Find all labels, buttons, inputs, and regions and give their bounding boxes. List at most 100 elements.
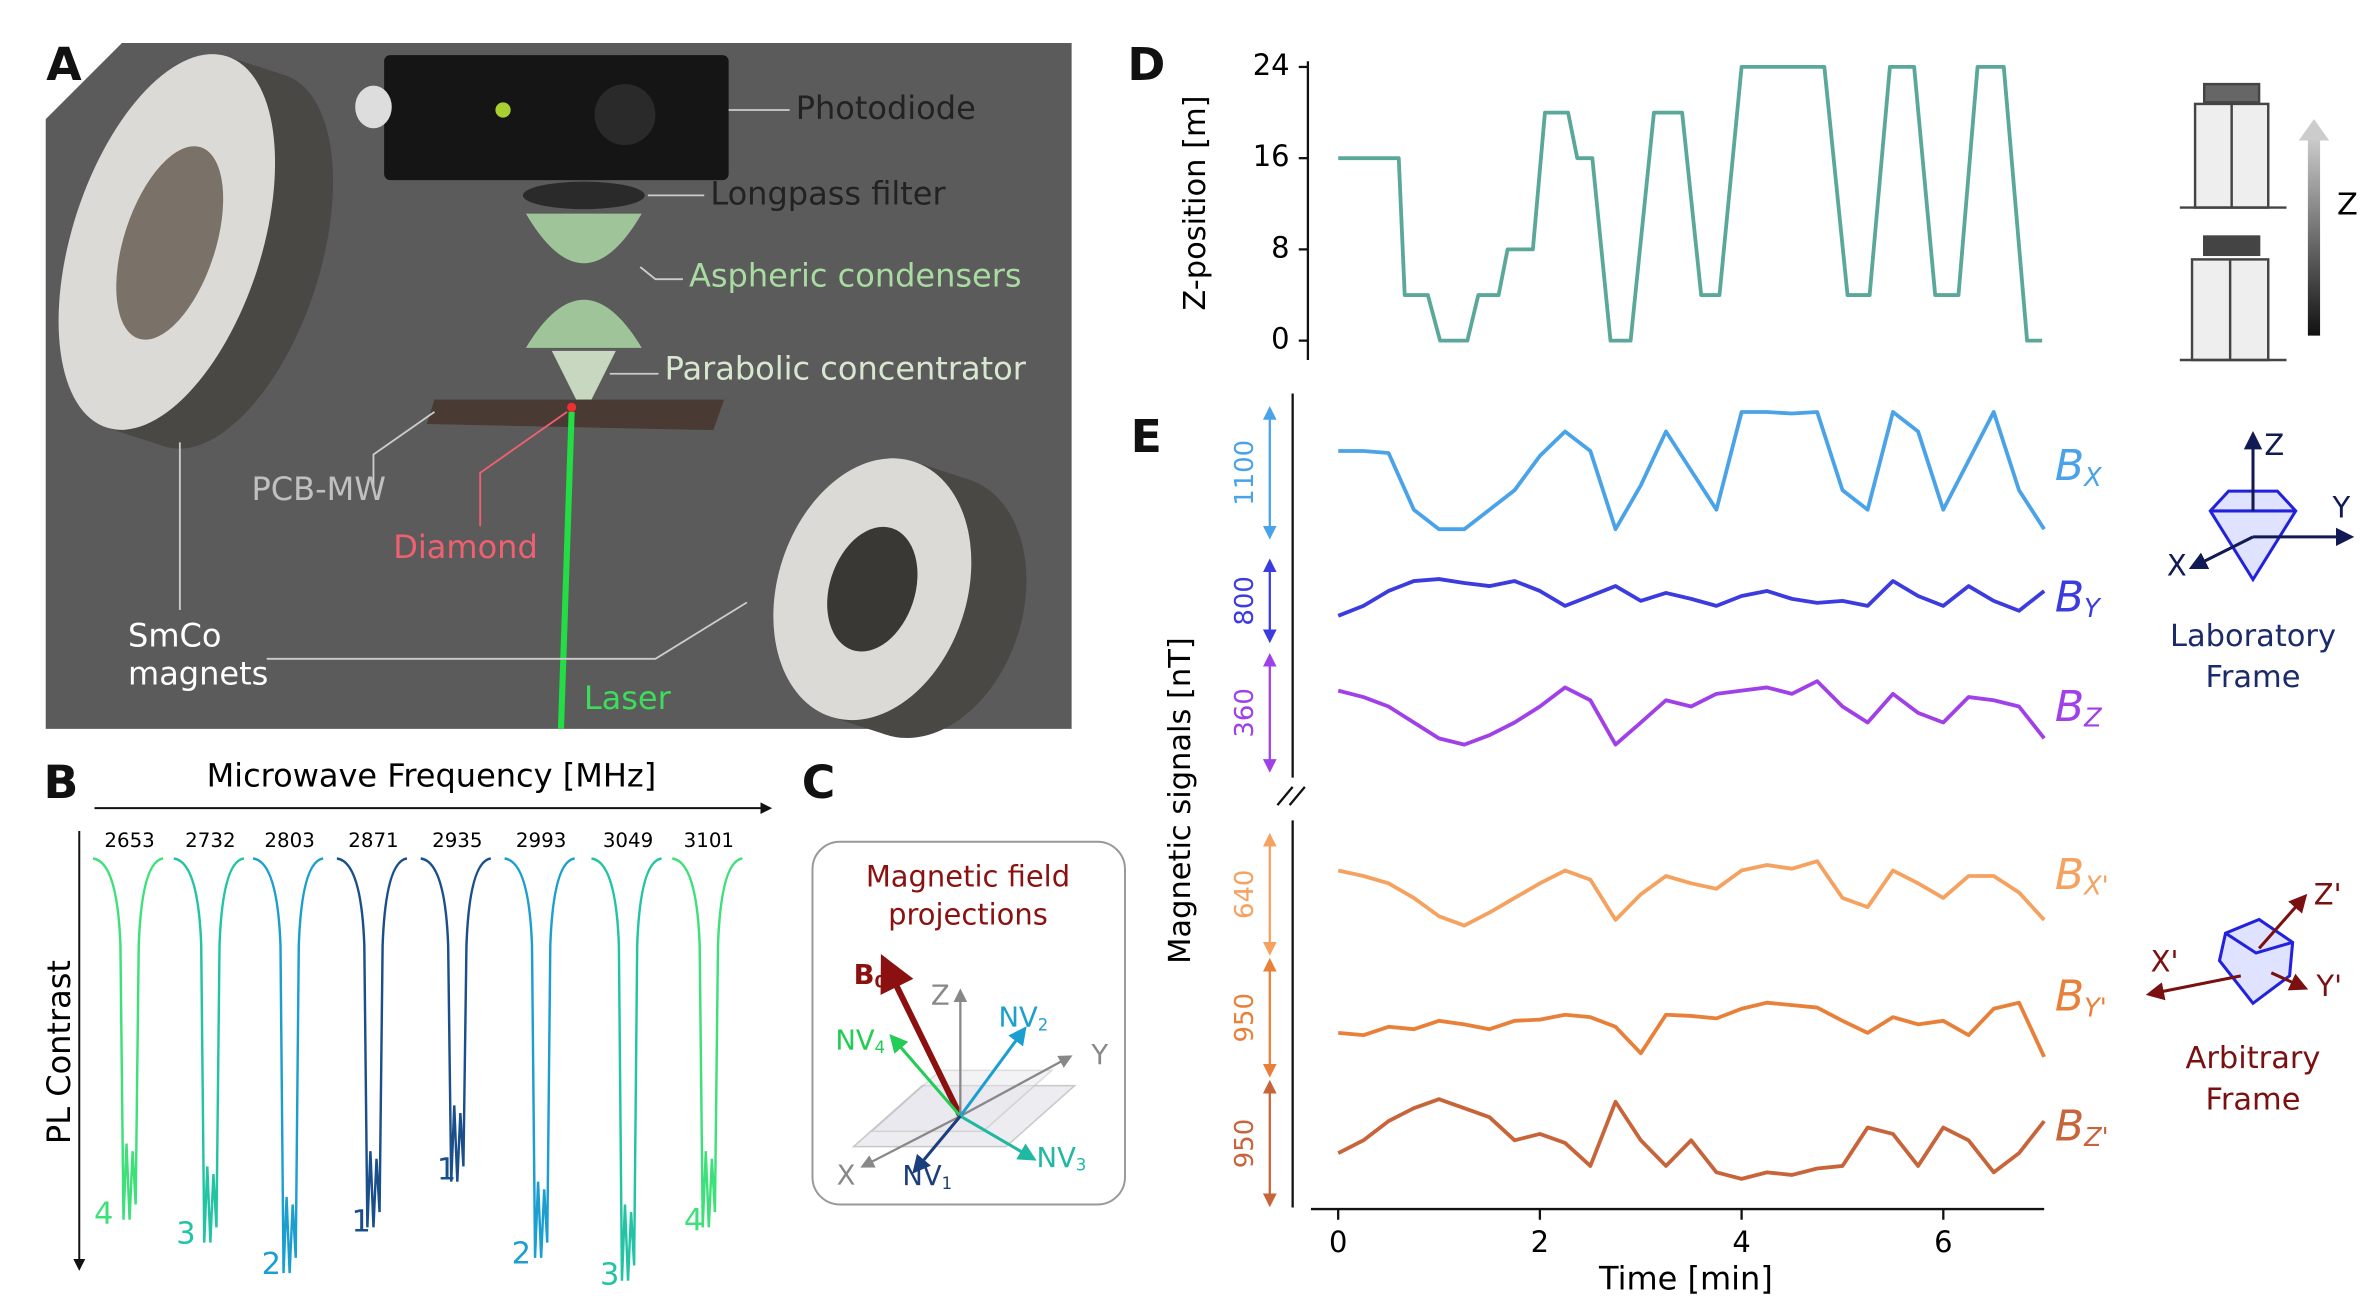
- frame-title: Arbitrary: [2186, 1041, 2321, 1076]
- z-gradient-arrowhead: [2298, 119, 2330, 141]
- series-label: BX': [2055, 849, 2109, 901]
- group-label: 1: [352, 1204, 371, 1239]
- frame-axis: [2257, 893, 2308, 950]
- axis-label: Z: [931, 981, 950, 1012]
- x-tick-label: 0: [1329, 1225, 1347, 1259]
- series-label-main: B: [2055, 1101, 2084, 1151]
- panel-label: D: [1127, 38, 1165, 91]
- frame-axis-label: Y: [2332, 490, 2351, 524]
- scale-bar-label: 950: [1230, 993, 1260, 1042]
- nv-vector: [959, 1114, 1037, 1161]
- nv-label-main: NV: [998, 1002, 1038, 1033]
- apparatus-label: magnets: [128, 655, 268, 693]
- field-label: B0: [854, 959, 886, 991]
- resonance-dip: [336, 857, 408, 1228]
- arbitrary-crystal: [2217, 917, 2295, 1006]
- elevator-icons: [2179, 82, 2287, 362]
- frequency-label: 3049: [603, 829, 653, 852]
- series-label-sub: Z: [2083, 704, 2102, 734]
- signal-trace: [1337, 679, 2046, 747]
- resonance-dip: [92, 857, 164, 1220]
- frame-axis-label: Z': [2314, 878, 2342, 912]
- nv-label-sub: 2: [1038, 1015, 1048, 1034]
- y-tick-label: 8: [1271, 230, 1289, 264]
- signal-trace: [1337, 577, 2046, 618]
- x-axis-label: Time [min]: [1598, 1260, 1773, 1298]
- nv-label-sub: 1: [942, 1173, 952, 1192]
- group-label: 2: [262, 1247, 281, 1282]
- scale-bar-label: 360: [1230, 688, 1260, 737]
- panel-label: B: [44, 756, 79, 809]
- nv-vector: [959, 1026, 1027, 1117]
- resonance-dip: [671, 857, 743, 1228]
- z-gradient-arrow: [2307, 137, 2321, 336]
- y-axis-label: Z-position [m]: [1178, 95, 1213, 310]
- spectrum-y-label: PL Contrast: [40, 960, 78, 1144]
- frequency-label: 2993: [516, 829, 566, 852]
- apparatus-label: Aspheric condensers: [689, 257, 1022, 295]
- frame-title: Frame: [2206, 660, 2301, 695]
- series-label-main: B: [2055, 971, 2084, 1021]
- axis-label: X: [837, 1161, 856, 1192]
- series-label-sub: Y: [2084, 594, 2102, 624]
- series-label: BY: [2055, 572, 2102, 624]
- resonance-dip: [173, 857, 245, 1243]
- nv-label-sub: 3: [1076, 1155, 1086, 1174]
- signal-trace: [1338, 410, 2046, 532]
- scale-bar-label: 950: [1230, 1119, 1260, 1168]
- projection-title: projections: [888, 897, 1048, 931]
- scale-bar-label: 640: [1230, 870, 1260, 919]
- series-label-main: B: [2055, 682, 2084, 732]
- series-label-main: B: [2055, 849, 2084, 899]
- panel-label: E: [1131, 410, 1162, 463]
- nv-label-sub: 4: [875, 1038, 885, 1057]
- apparatus-label: SmCo: [128, 616, 221, 654]
- series-label-main: B: [2055, 572, 2084, 622]
- scale-bar-label: 1100: [1230, 440, 1260, 506]
- field-vector: [880, 954, 964, 1118]
- frequency-label: 2732: [185, 829, 235, 852]
- series-label: BY': [2055, 971, 2107, 1023]
- nv-label: NV2: [998, 1002, 1048, 1034]
- apparatus-render: [45, 42, 1072, 738]
- series-label: BX: [2055, 441, 2102, 493]
- signal-trace: [1337, 1097, 2046, 1181]
- frequency-label: 3101: [684, 829, 734, 852]
- nv-label-main: NV: [1037, 1142, 1077, 1173]
- axis-vector: [860, 1115, 961, 1168]
- projection-planes: [851, 1069, 1077, 1148]
- resonance-dip: [252, 857, 324, 1274]
- series-label-sub: X': [2082, 871, 2109, 901]
- x-tick-label: 4: [1732, 1225, 1750, 1259]
- projection-title: Magnetic field: [866, 859, 1070, 893]
- projection-box: [811, 840, 1126, 1206]
- frame-axis: [2188, 535, 2254, 569]
- apparatus-label: Laser: [584, 679, 672, 717]
- frame-axis-label: X: [2167, 548, 2187, 582]
- nv-label: NV1: [902, 1161, 952, 1193]
- frequency-label: 2871: [348, 829, 398, 852]
- signal-trace: [1337, 859, 2046, 928]
- apparatus-label: Longpass filter: [710, 174, 946, 212]
- nv-label-main: NV: [835, 1025, 875, 1056]
- series-label: BZ': [2055, 1101, 2109, 1153]
- field-label-sub: 0: [875, 972, 886, 991]
- z-position-line: [1338, 64, 2043, 343]
- axis-break: [1276, 786, 1306, 806]
- series-label-main: B: [2055, 441, 2084, 491]
- y-axis-label: Magnetic signals [nT]: [1163, 637, 1198, 964]
- resonance-dip: [591, 857, 662, 1281]
- frame-axis-label: Z: [2264, 428, 2284, 462]
- nv-label: NV4: [835, 1025, 885, 1057]
- apparatus-label: PCB-MW: [252, 470, 386, 508]
- resonance-dip: [420, 857, 492, 1182]
- frequency-label: 2653: [104, 829, 154, 852]
- frame-title: Frame: [2206, 1082, 2301, 1117]
- apparatus-label: Parabolic concentrator: [665, 350, 1027, 388]
- group-label: 1: [437, 1152, 456, 1187]
- apparatus-label: Diamond: [393, 528, 537, 566]
- frame-axis-label: Y': [2315, 969, 2342, 1003]
- nv-label: NV3: [1037, 1142, 1087, 1174]
- group-label: 4: [94, 1197, 113, 1232]
